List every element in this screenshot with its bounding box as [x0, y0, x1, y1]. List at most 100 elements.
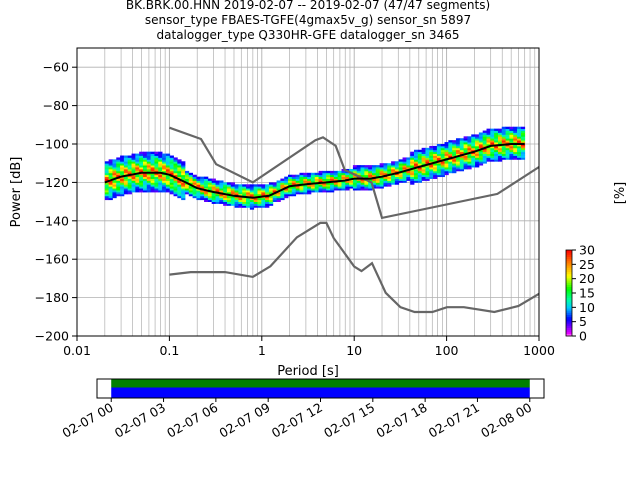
heatmap-cell [142, 159, 148, 162]
heatmap-cell [410, 178, 415, 181]
heatmap-cell [406, 165, 411, 168]
heatmap-cell [162, 184, 167, 187]
heatmap-cell [490, 153, 495, 156]
heatmap-cell [116, 172, 121, 176]
heatmap-cell [478, 140, 484, 143]
heatmap-cell [238, 203, 243, 206]
heatmap-cell [246, 203, 251, 206]
heatmap-cell [452, 149, 457, 153]
heatmap-cell [108, 174, 113, 178]
title-line-2: sensor_type FBAES-TGFE(4gmax5v_g) sensor… [145, 13, 471, 27]
heatmap-cell [135, 153, 140, 156]
heatmap-cell [207, 184, 213, 187]
heatmap-cell [452, 157, 457, 160]
heatmap-cell [455, 161, 461, 164]
heatmap-cell [127, 178, 132, 181]
heatmap-cell [406, 174, 411, 178]
heatmap-cell [402, 167, 407, 170]
heatmap-cell [165, 167, 171, 170]
heatmap-cell [341, 174, 346, 178]
colorbar-tick-label: 5 [579, 314, 587, 329]
heatmap-cell [436, 153, 442, 156]
heatmap-cell [318, 170, 323, 174]
heatmap-cell [120, 192, 125, 195]
heatmap-cell [192, 180, 197, 183]
heatmap-cell [455, 147, 461, 151]
heatmap-cell [459, 159, 465, 162]
heatmap-cell [375, 172, 381, 176]
heatmap-cell [448, 159, 453, 162]
heatmap-cell [322, 190, 327, 193]
heatmap-cell [501, 132, 507, 135]
heatmap-cell [223, 197, 228, 201]
heatmap-cell [356, 182, 361, 185]
heatmap-cell [162, 168, 167, 172]
heatmap-cell [139, 161, 144, 164]
heatmap-cell [226, 184, 232, 187]
heatmap-cell [444, 172, 449, 176]
heatmap-cell [410, 151, 415, 154]
heatmap-cell [169, 176, 174, 179]
heatmap-cell [303, 180, 308, 183]
heatmap-cell [410, 180, 415, 183]
heatmap-cell [505, 128, 510, 131]
heatmap-cell [112, 180, 117, 183]
heatmap-cell [475, 165, 480, 168]
heatmap-cell [154, 167, 159, 170]
heatmap-cell [352, 168, 358, 172]
heatmap-cell [471, 145, 476, 149]
heatmap-cell [230, 201, 235, 204]
heatmap-cell [467, 161, 472, 164]
heatmap-cell [513, 138, 518, 141]
heatmap-cell [192, 193, 197, 197]
heatmap-cell [177, 182, 182, 185]
heatmap-cell [238, 197, 243, 201]
heatmap-cell [513, 149, 518, 153]
heatmap-cell [307, 176, 312, 179]
heatmap-cell [501, 147, 507, 151]
heatmap-cell [150, 184, 155, 187]
heatmap-cell [123, 176, 129, 179]
heatmap-cell [490, 130, 495, 133]
heatmap-cell [482, 138, 487, 141]
heatmap-cell [158, 167, 163, 170]
heatmap-cell [223, 184, 228, 187]
heatmap-cell [478, 159, 484, 162]
heatmap-cell [326, 172, 331, 176]
heatmap-cell [131, 178, 136, 181]
heatmap-cell [387, 168, 392, 172]
heatmap-cell [127, 165, 132, 168]
heatmap-cell [215, 180, 220, 183]
heatmap-cell [246, 197, 251, 201]
heatmap-cell [261, 205, 266, 208]
heatmap-cell [104, 172, 110, 176]
heatmap-cell [154, 159, 159, 162]
heatmap-cell [421, 170, 426, 174]
heatmap-cell [177, 174, 182, 178]
heatmap-cell [505, 147, 510, 151]
colorbar-label: [%] [613, 182, 628, 205]
heatmap-cell [486, 138, 491, 141]
heatmap-cell [391, 161, 396, 164]
heatmap-cell [497, 145, 503, 149]
heatmap-cell [482, 142, 487, 145]
heatmap-cell [265, 192, 270, 195]
heatmap-cell [173, 178, 178, 181]
heatmap-cell [234, 199, 239, 202]
heatmap-cell [200, 178, 205, 181]
heatmap-cell [421, 149, 426, 153]
heatmap-cell [433, 176, 438, 179]
heatmap-cell [509, 144, 514, 147]
heatmap-cell [184, 180, 190, 183]
heatmap-cell [436, 168, 442, 172]
heatmap-cell [501, 126, 507, 130]
heatmap-cell [326, 190, 331, 193]
heatmap-cell [207, 199, 213, 202]
heatmap-cell [463, 149, 468, 153]
heatmap-cell [303, 188, 308, 191]
heatmap-cell [192, 184, 197, 187]
heatmap-cell [368, 170, 373, 174]
heatmap-cell [226, 199, 232, 202]
heatmap-cell [154, 172, 159, 176]
plot-frame [76, 47, 540, 337]
